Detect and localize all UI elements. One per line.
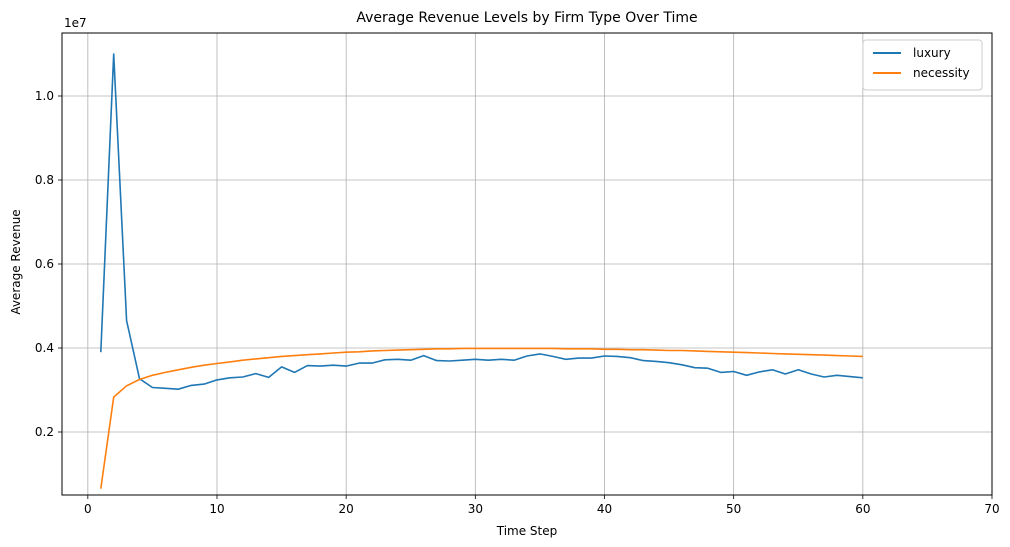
x-tick-label: 10 [209, 502, 224, 516]
legend-label-luxury: luxury [913, 46, 951, 60]
grid-lines [62, 33, 993, 495]
series-line-necessity [100, 347, 863, 489]
x-tick-label: 60 [855, 502, 870, 516]
y-tick-label: 1.0 [35, 89, 54, 103]
x-axis-ticks: 0 10 20 30 40 50 60 70 [84, 495, 1000, 516]
x-axis-label: Time Step [496, 524, 558, 538]
series-layer [100, 53, 863, 489]
y-tick-label: 0.8 [35, 173, 54, 187]
series-line-luxury [100, 53, 863, 391]
x-tick-label: 40 [597, 502, 612, 516]
y-tick-label: 0.6 [35, 257, 54, 271]
y-axis-label: Average Revenue [9, 209, 23, 314]
x-tick-label: 50 [726, 502, 741, 516]
y-tick-label: 0.2 [35, 425, 54, 439]
x-tick-label: 30 [468, 502, 483, 516]
legend: luxury necessity [862, 39, 983, 91]
y-axis-ticks: 0.2 0.4 0.6 0.8 1.0 [35, 89, 62, 439]
y-axis-scale-label: 1e7 [64, 16, 87, 30]
x-tick-label: 20 [339, 502, 354, 516]
chart-title: Average Revenue Levels by Firm Type Over… [356, 10, 697, 26]
y-tick-label: 0.4 [35, 341, 54, 355]
legend-label-necessity: necessity [913, 66, 970, 80]
x-tick-label: 0 [84, 502, 92, 516]
x-tick-label: 70 [984, 502, 999, 516]
